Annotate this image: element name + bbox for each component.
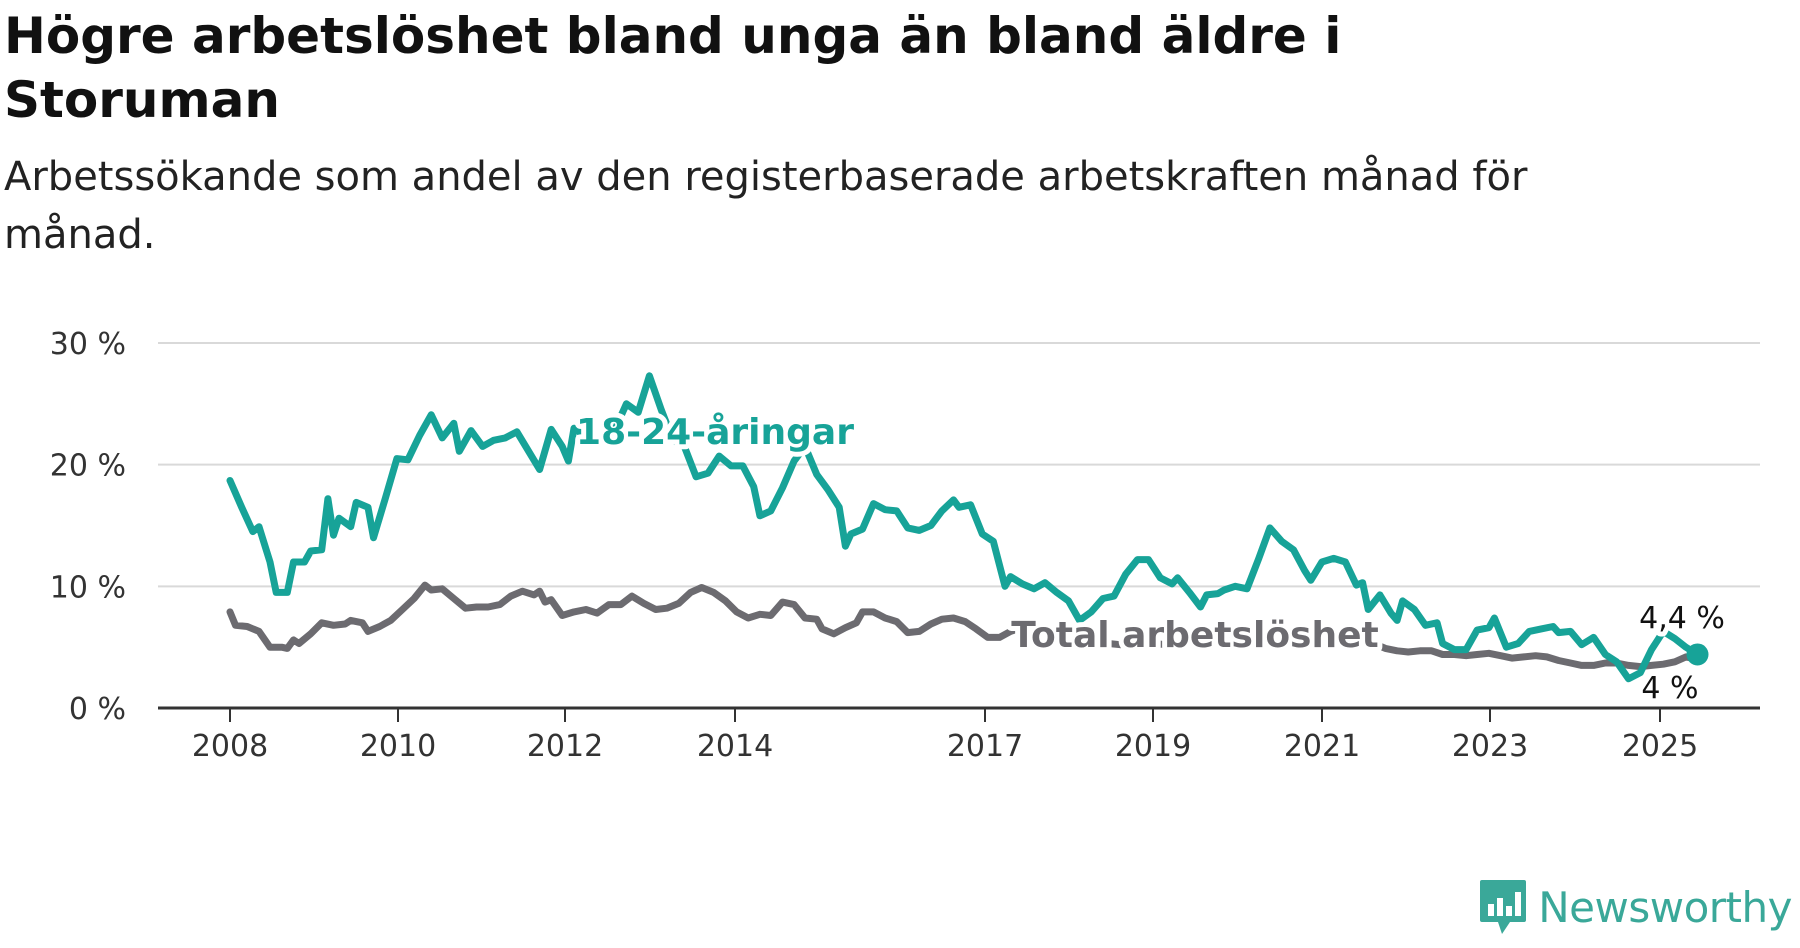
y-tick-label: 0 % <box>69 692 126 727</box>
series-label-youth-halo: 18-24-åringar <box>576 412 854 453</box>
brand-logo: Newsworthy <box>1478 872 1792 942</box>
x-tick-label: 2025 <box>1622 729 1698 764</box>
y-axis-ticks: 0 % 10 % 20 % 30 % <box>50 327 126 727</box>
x-tick-label: 2021 <box>1284 729 1360 764</box>
y-tick-label: 30 % <box>50 327 126 362</box>
x-tick-label: 2010 <box>360 729 436 764</box>
end-label-youth-halo: 4,4 % <box>1639 601 1725 636</box>
series-label-total: Total arbetslöshet <box>1011 615 1379 656</box>
y-tick-label: 20 % <box>50 449 126 484</box>
series-lines <box>226 372 1709 683</box>
x-tick-label: 2017 <box>947 729 1023 764</box>
y-tick-label: 10 % <box>50 570 126 605</box>
series-label-total-halo: Total arbetslöshet <box>1011 615 1379 656</box>
x-tick-label: 2008 <box>192 729 268 764</box>
brand-name: Newsworthy <box>1538 882 1792 932</box>
x-tick-label: 2014 <box>697 729 773 764</box>
series-line-youth <box>226 372 1701 683</box>
chart-subtitle: Arbetssökande som andel av den registerb… <box>4 154 1528 258</box>
x-tick-label: 2012 <box>527 729 603 764</box>
series-line-total <box>226 581 1701 671</box>
end-label-youth: 4,4 % <box>1639 601 1725 636</box>
chart-title: Högre arbetslöshet bland unga än bland ä… <box>4 7 1342 129</box>
x-axis: 2008 2010 2012 2014 2017 2019 2021 2023 2025 <box>158 706 1760 764</box>
x-tick-label: 2019 <box>1115 729 1191 764</box>
end-label-total: 4 % <box>1641 671 1698 706</box>
end-label-total-halo: 4 % <box>1641 671 1698 706</box>
newsworthy-chart-bubble-icon <box>1480 880 1527 934</box>
series-label-youth: 18-24-åringar <box>576 412 854 453</box>
x-tick-label: 2023 <box>1452 729 1528 764</box>
end-point-marker <box>1686 643 1709 666</box>
